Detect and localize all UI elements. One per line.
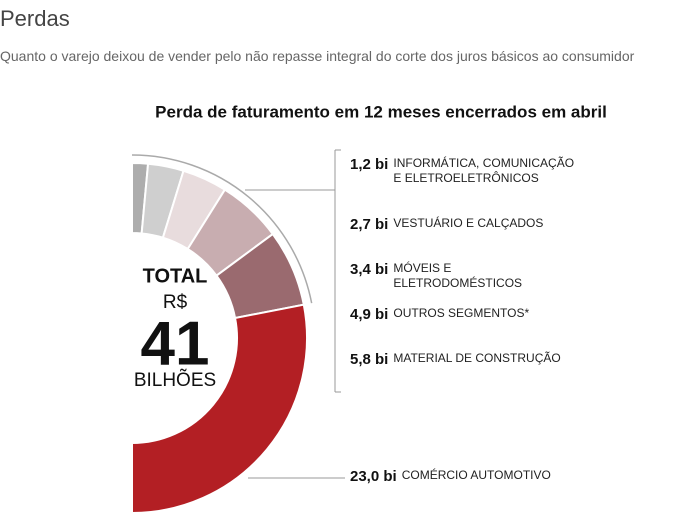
- value-label: 5,8 bi: [350, 351, 389, 368]
- bracket: [334, 149, 341, 393]
- category-label: MÓVEIS E ELETRODOMÉSTICOS: [393, 261, 523, 290]
- legend-entry: 2,7 bi VESTUÁRIO E CALÇADOS: [350, 216, 583, 233]
- legend-entry: 1,2 bi INFORMÁTICA, COMUNICAÇÃO E ELETROE…: [350, 156, 583, 186]
- total-value: 41: [141, 309, 210, 378]
- legend-entry: 4,9 bi OUTROS SEGMENTOS*: [350, 306, 583, 323]
- value-label: 2,7 bi: [350, 216, 389, 233]
- value-label: 4,9 bi: [350, 306, 389, 323]
- guide-arc: [131, 154, 313, 304]
- currency: R$: [163, 292, 188, 313]
- legend-entry: 23,0 bi COMÉRCIO AUTOMOTIVO: [350, 468, 592, 485]
- legend-entry: 5,8 bi MATERIAL DE CONSTRUÇÃO: [350, 351, 583, 368]
- category-label: COMÉRCIO AUTOMOTIVO: [401, 468, 551, 482]
- value-label: 1,2 bi: [350, 156, 389, 173]
- page-title: Perdas: [0, 6, 70, 31]
- value-label: 23,0 bi: [350, 468, 397, 485]
- category-label: OUTROS SEGMENTOS*: [393, 306, 530, 320]
- category-label: INFORMÁTICA, COMUNICAÇÃO E ELETROELETRÔN…: [393, 156, 575, 185]
- category-label: VESTUÁRIO E CALÇADOS: [393, 216, 544, 230]
- category-label: MATERIAL DE CONSTRUÇÃO: [393, 351, 561, 365]
- unit: BILHÕES: [134, 369, 216, 391]
- legend-entry: 3,4 bi MÓVEIS E ELETRODOMÉSTICOS: [350, 261, 583, 291]
- segment: [131, 303, 308, 515]
- value-label: 3,4 bi: [350, 261, 389, 278]
- page-subtitle: Quanto o varejo deixou de vender pelo nã…: [0, 48, 635, 64]
- total-label: TOTAL: [143, 265, 208, 287]
- chart-title: Perda de faturamento em 12 meses encerra…: [155, 102, 607, 121]
